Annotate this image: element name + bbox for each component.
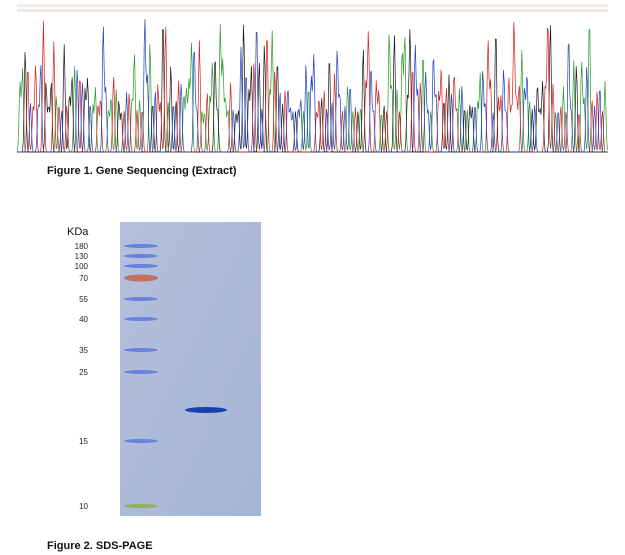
ladder-band xyxy=(124,370,158,374)
trace xyxy=(17,19,608,153)
marker-label: 55 xyxy=(79,295,88,304)
marker-label: 40 xyxy=(79,315,88,324)
marker-label: 10 xyxy=(79,502,88,511)
marker-label: 15 xyxy=(79,437,88,446)
sequence-strip xyxy=(17,4,608,7)
ladder-band xyxy=(124,504,158,508)
marker-label: 100 xyxy=(75,262,89,271)
gel xyxy=(120,222,261,516)
ladder-band xyxy=(124,317,158,321)
chromatogram xyxy=(16,4,608,153)
sample-band xyxy=(185,407,227,413)
marker-label: 70 xyxy=(79,274,88,283)
ladder-band xyxy=(124,244,158,248)
marker-label: 25 xyxy=(79,368,88,377)
ladder-band xyxy=(124,274,158,282)
ladder-band xyxy=(124,297,158,301)
ladder-band xyxy=(124,254,158,258)
ladder-band xyxy=(124,264,158,268)
figure-caption: Figure 2. SDS-PAGE xyxy=(47,540,153,552)
unit-label: KDa xyxy=(67,226,89,238)
marker-label: 130 xyxy=(75,252,89,261)
marker-label: 35 xyxy=(79,346,88,355)
figure-caption: Figure 1. Gene Sequencing (Extract) xyxy=(47,165,237,177)
sequence-strip xyxy=(17,9,608,12)
ladder-band xyxy=(124,348,158,352)
marker-label: 180 xyxy=(75,242,89,251)
ladder-band xyxy=(124,439,158,443)
trace xyxy=(17,20,608,153)
